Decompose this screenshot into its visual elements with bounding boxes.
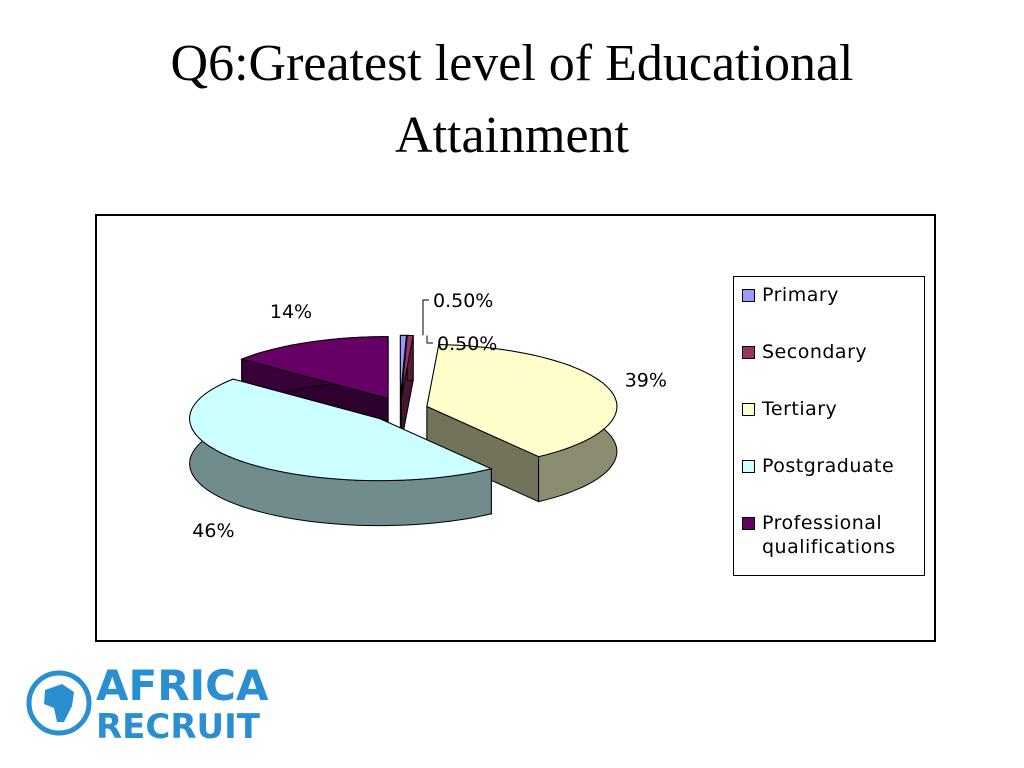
slice-top: [426, 344, 618, 458]
leader-line: [422, 299, 429, 336]
legend-swatch: [742, 403, 755, 416]
legend-label: Secondary: [762, 341, 868, 363]
value-label: 0.50%: [437, 333, 497, 355]
legend-label: Tertiary: [762, 398, 838, 420]
legend-swatch: [742, 460, 755, 473]
legend-swatch: [742, 346, 755, 359]
legend-swatch: [742, 517, 755, 530]
logo: AFRICA RECRUIT: [26, 661, 269, 747]
value-label: 14%: [270, 301, 312, 323]
logo-map: [44, 684, 74, 722]
legend-item: Primary: [740, 283, 918, 307]
legend-item: Postgraduate: [740, 454, 918, 478]
legend-label: Professional qualifications: [762, 512, 896, 558]
value-label: 46%: [192, 520, 234, 542]
slice-top: [240, 336, 389, 400]
legend-item: Tertiary: [740, 397, 918, 421]
chart-title: Q6:Greatest level of Educational Attainm…: [170, 35, 854, 164]
legend-label: Primary: [762, 284, 839, 306]
leader-line: [426, 335, 433, 344]
slice: [400, 334, 414, 443]
logo-ring: [26, 670, 92, 736]
legend-label: Postgraduate: [762, 455, 895, 477]
slice: [426, 344, 618, 503]
legend-swatch: [742, 289, 755, 302]
value-label: 0.50%: [433, 290, 493, 312]
slice-top: [400, 334, 414, 398]
logo-text: RECRUIT: [96, 707, 261, 747]
slice-top: [189, 378, 493, 482]
legend-item: Professional qualifications: [740, 511, 918, 559]
logo-text: AFRICA: [96, 661, 269, 710]
legend: Primary Secondary Tertiary Postgraduate Prof…: [733, 276, 925, 576]
slice-top: [399, 334, 407, 398]
legend-item: Secondary: [740, 340, 918, 364]
slice: [189, 378, 493, 527]
value-label: 39%: [625, 369, 667, 391]
